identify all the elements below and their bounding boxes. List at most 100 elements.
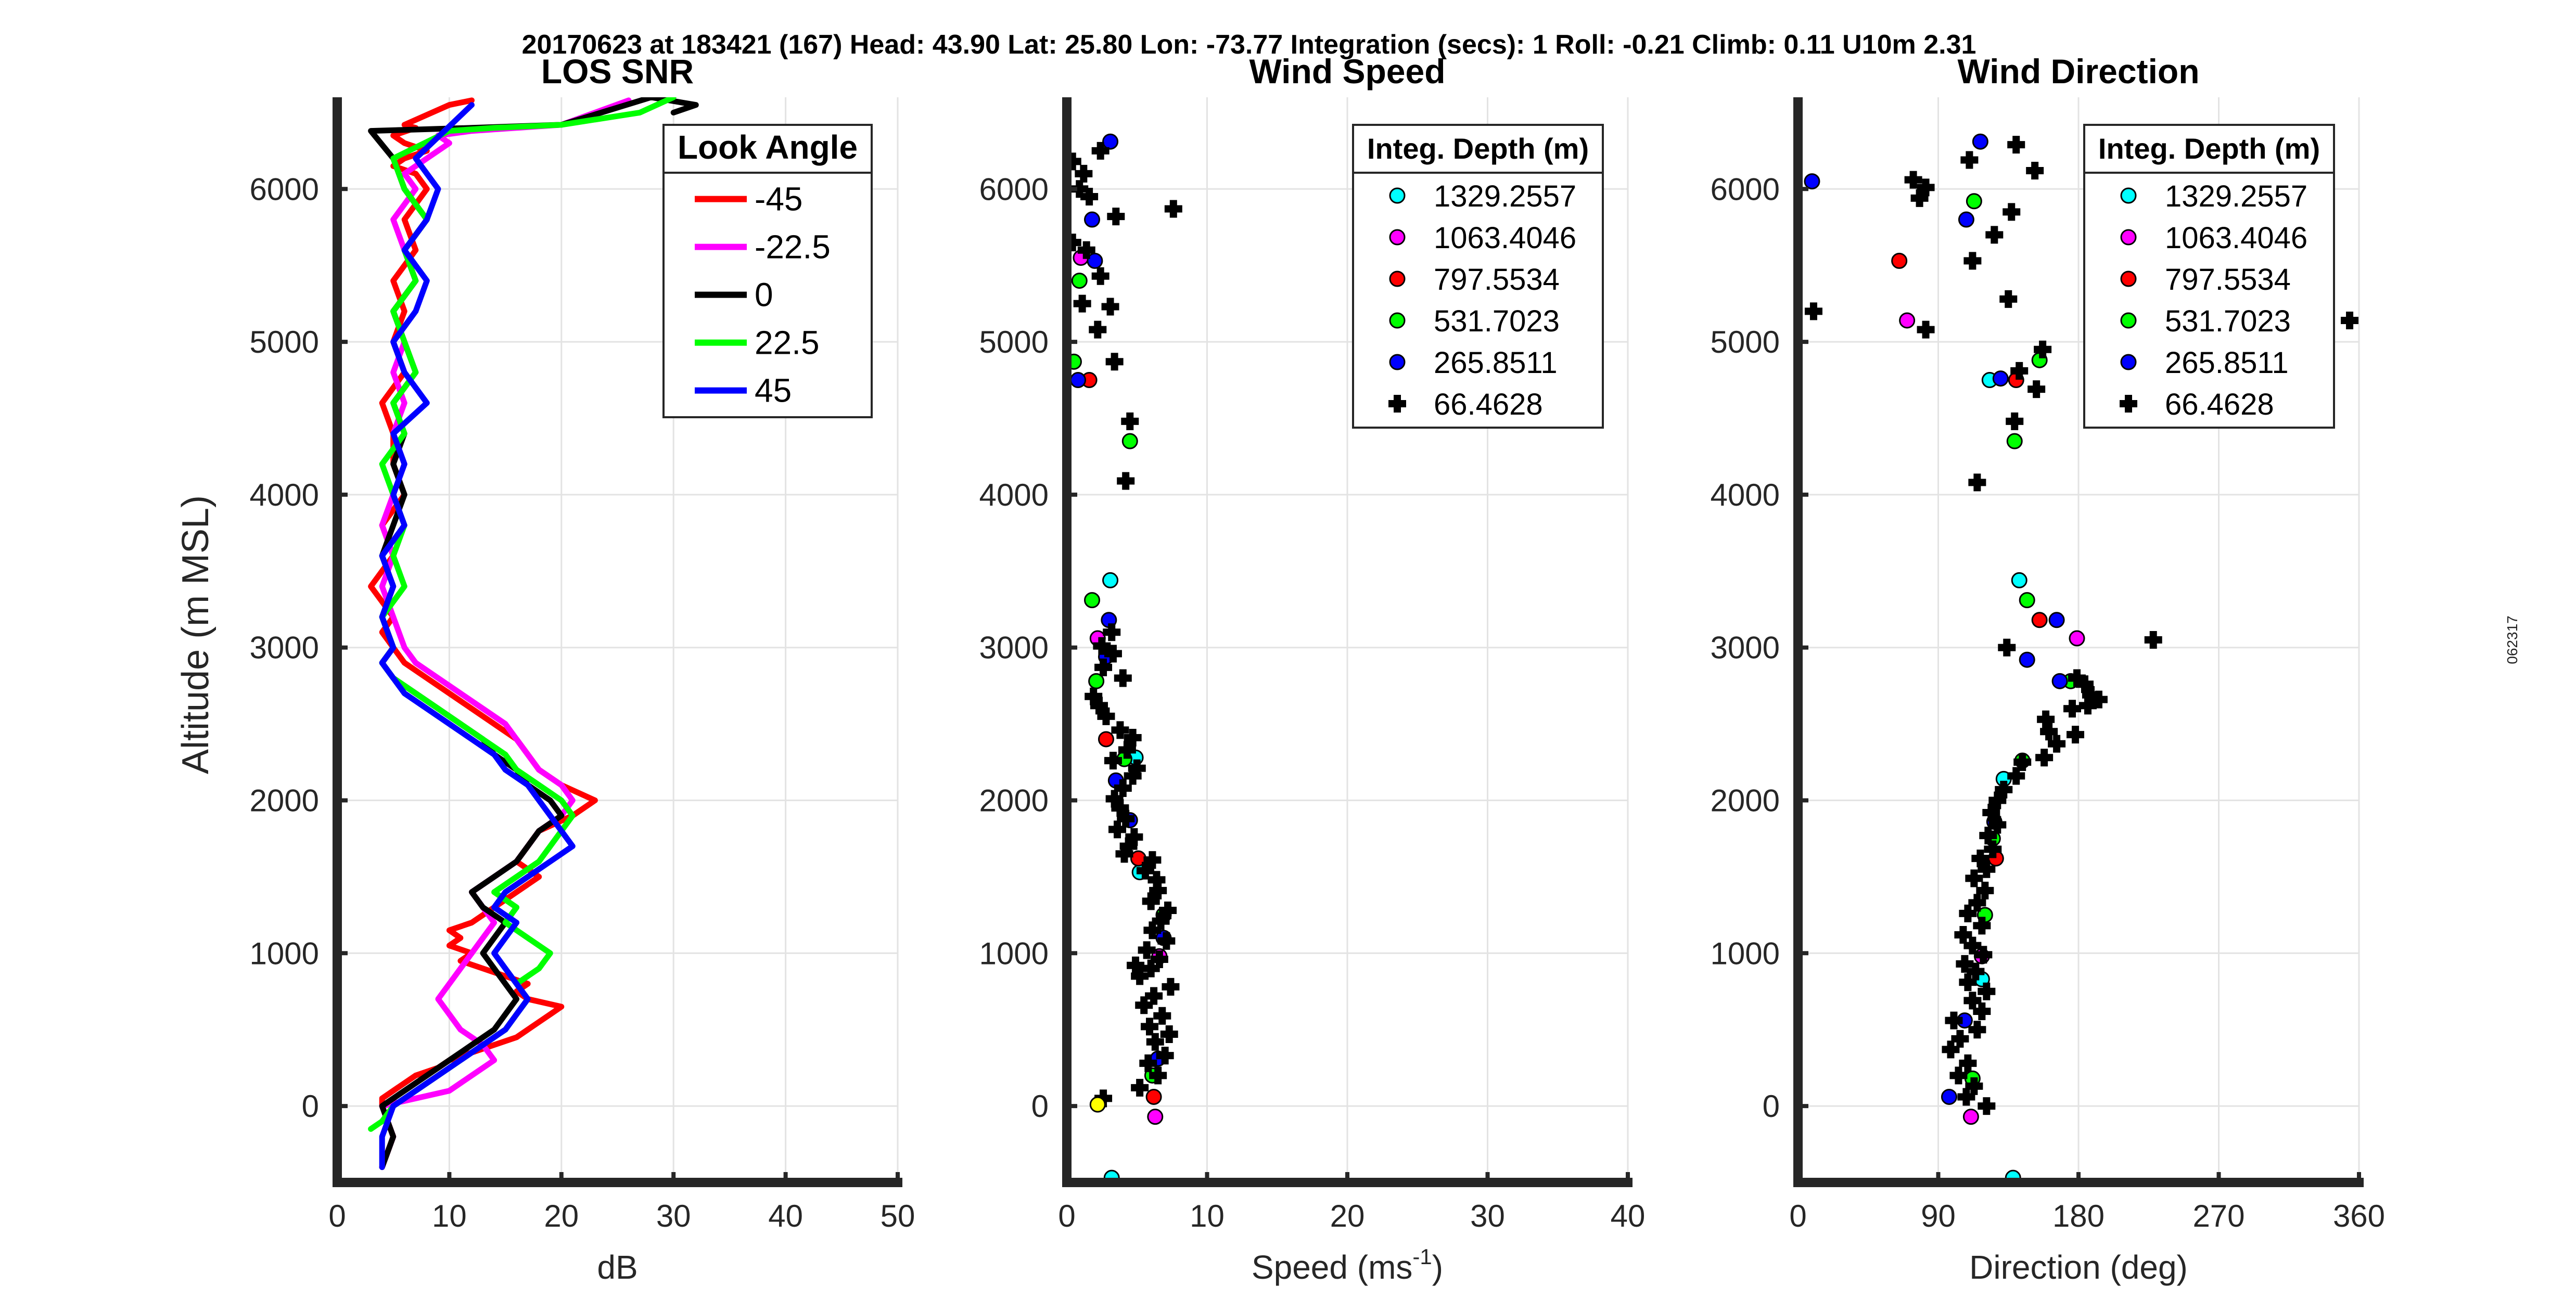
data-point-66.4628 bbox=[1998, 638, 2016, 657]
data-point-66.4628 bbox=[2026, 162, 2044, 180]
speed-x-label: Speed (ms-1) bbox=[1252, 1244, 1443, 1286]
direction-data bbox=[1804, 133, 2359, 1182]
data-point-66.4628 bbox=[1097, 707, 1115, 725]
data-point-66.4628 bbox=[1965, 1077, 1983, 1095]
data-point-66.4628 bbox=[1128, 759, 1146, 777]
legend-label: 45 bbox=[755, 372, 792, 409]
data-point-66.4628 bbox=[1067, 234, 1081, 252]
data-point-66.4628 bbox=[2010, 362, 2029, 380]
speed-title: Wind Speed bbox=[1249, 52, 1445, 91]
data-point-66.4628 bbox=[1968, 473, 1986, 492]
data-point-66.4628 bbox=[1910, 189, 1929, 207]
legend-label: -22.5 bbox=[755, 228, 831, 266]
y-tick-label: 0 bbox=[302, 1089, 319, 1124]
data-point-66.4628 bbox=[1904, 171, 1922, 189]
x-tick-label: 180 bbox=[2052, 1199, 2105, 1233]
data-point-66.4628 bbox=[2006, 412, 2024, 430]
data-point-66.4628 bbox=[2003, 203, 2021, 221]
y-tick-label: 6000 bbox=[1711, 172, 1780, 207]
data-point-66.4628 bbox=[1150, 950, 1168, 969]
data-point-66.4628 bbox=[2027, 380, 2046, 398]
data-point-66.4628 bbox=[1131, 967, 1149, 985]
data-point-531.7023 bbox=[2006, 433, 2023, 449]
data-point-66.4628 bbox=[1982, 804, 2000, 821]
data-point-66.4628 bbox=[1971, 850, 1990, 868]
data-point-66.4628 bbox=[1995, 780, 2013, 799]
data-point-797.5534 bbox=[2031, 612, 2048, 628]
y-tick-label: 3000 bbox=[979, 631, 1049, 665]
x-tick-label: 30 bbox=[1470, 1199, 1505, 1233]
direction-legend-title: Integ. Depth (m) bbox=[2098, 132, 2320, 165]
y-tick-label: 2000 bbox=[979, 783, 1049, 818]
y-tick-label: 5000 bbox=[979, 325, 1049, 359]
snr-y-label: Altitude (m MSL) bbox=[175, 495, 216, 774]
data-point-66.4628 bbox=[1978, 1097, 1996, 1115]
data-point-66.4628 bbox=[1145, 987, 1163, 1005]
data-point-66.4628 bbox=[1152, 912, 1170, 930]
data-point-66.4628 bbox=[1146, 1033, 1164, 1051]
data-point-66.4628 bbox=[2341, 311, 2359, 329]
direction-x-label-main: Direction (deg) bbox=[1969, 1249, 2188, 1286]
data-point-66.4628 bbox=[2035, 749, 2054, 767]
data-point-66.4628 bbox=[1963, 992, 1982, 1010]
data-point-66.4628 bbox=[1075, 164, 1093, 183]
data-point-265.8511 bbox=[1992, 370, 2009, 387]
x-tick-label: 270 bbox=[2192, 1199, 2245, 1233]
legend-swatch-1329.2557 bbox=[1389, 187, 1406, 204]
data-point-66.4628 bbox=[1804, 302, 1822, 320]
x-tick-label: 30 bbox=[656, 1199, 691, 1233]
x-tick-label: 40 bbox=[768, 1199, 803, 1233]
data-point-66.4628 bbox=[1105, 790, 1124, 808]
data-point-66.4628 bbox=[1959, 1054, 1977, 1072]
data-point-66.4628 bbox=[1067, 152, 1081, 171]
data-point-66.4628 bbox=[1117, 472, 1135, 490]
data-point-1329.2557 bbox=[2011, 572, 2027, 588]
data-point-66.4628 bbox=[1988, 816, 2007, 834]
data-point-66.4628 bbox=[1125, 828, 1143, 846]
data-point-66.4628 bbox=[2082, 686, 2100, 704]
data-point-265.8511 bbox=[2048, 612, 2065, 628]
data-point-66.4628 bbox=[1967, 962, 1985, 981]
data-point-66.4628 bbox=[1978, 860, 1996, 878]
data-point-66.4628 bbox=[1103, 623, 1121, 641]
legend-label: 1329.2557 bbox=[2165, 179, 2307, 213]
data-point-265.8511 bbox=[2051, 673, 2068, 689]
data-point-66.4628 bbox=[1108, 820, 1127, 839]
data-point-66.4628 bbox=[1985, 226, 2004, 244]
speed-data bbox=[1067, 133, 1182, 1182]
data-point-66.4628 bbox=[1127, 956, 1145, 974]
data-point-66.4628 bbox=[2068, 669, 2086, 687]
data-point-265.8511 bbox=[2019, 651, 2035, 668]
y-tick-label: 1000 bbox=[1711, 936, 1780, 971]
data-point-66.4628 bbox=[1104, 645, 1122, 663]
data-point-66.4628 bbox=[2007, 136, 2025, 154]
data-point-66.4628 bbox=[1999, 290, 2018, 308]
data-point-797.5534 bbox=[1098, 731, 1114, 748]
data-point-66.4628 bbox=[1135, 996, 1153, 1014]
snr-x-label-main: dB bbox=[597, 1249, 637, 1286]
data-point-66.4628 bbox=[1111, 721, 1129, 739]
data-point-265.8511 bbox=[1941, 1088, 1957, 1105]
y-tick-label: 3000 bbox=[1711, 631, 1780, 665]
data-point-66.4628 bbox=[1121, 412, 1139, 430]
x-tick-label: 360 bbox=[2333, 1199, 2385, 1233]
data-point-531.7023 bbox=[1084, 592, 1101, 609]
speed-x-label-end: ) bbox=[1432, 1249, 1443, 1286]
data-point-66.4628 bbox=[1976, 881, 1994, 899]
y-tick-label: 5000 bbox=[250, 325, 319, 359]
data-point-66.4628 bbox=[1143, 851, 1162, 869]
data-point-66.4628 bbox=[1138, 941, 1156, 959]
legend-swatch-265.8511 bbox=[2120, 354, 2137, 370]
data-point-265.8511 bbox=[1958, 211, 1974, 228]
data-point-66.4628 bbox=[1957, 1088, 1975, 1106]
legend-label: 1063.4046 bbox=[2165, 221, 2307, 255]
data-point-265.8511 bbox=[1804, 173, 1820, 190]
data-point-66.4628 bbox=[1124, 729, 1142, 747]
data-point-265.8511 bbox=[1084, 211, 1101, 228]
y-tick-label: 1000 bbox=[979, 936, 1049, 971]
legend-label: 265.8511 bbox=[2165, 346, 2289, 380]
data-point-66.4628 bbox=[1951, 1030, 1969, 1048]
y-tick-label: 3000 bbox=[250, 631, 319, 665]
data-point-66.4628 bbox=[1142, 892, 1160, 910]
data-point-66.4628 bbox=[1963, 936, 1982, 955]
